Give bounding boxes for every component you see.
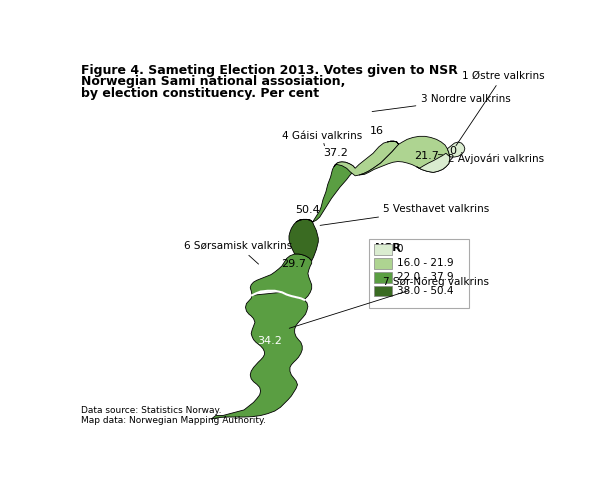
Text: Data source: Statistics Norway.
Map data: Norwegian Mapping Authority.: Data source: Statistics Norway. Map data… <box>81 406 266 425</box>
Text: 34.2: 34.2 <box>257 336 282 346</box>
Text: 6 Sørsamisk valkrins: 6 Sørsamisk valkrins <box>184 241 292 264</box>
Bar <box>374 286 392 296</box>
Text: 3 Nordre valkrins: 3 Nordre valkrins <box>372 94 511 112</box>
Text: 16.0 - 21.9: 16.0 - 21.9 <box>396 258 453 268</box>
Polygon shape <box>289 220 318 261</box>
Text: 2 Ávjovári valkrins: 2 Ávjovári valkrins <box>439 152 544 164</box>
Text: Norwegian Sami national assosiation,: Norwegian Sami national assosiation, <box>81 76 345 88</box>
Polygon shape <box>211 292 308 419</box>
Polygon shape <box>417 142 465 172</box>
Polygon shape <box>359 136 450 175</box>
Text: 16: 16 <box>370 126 384 136</box>
Text: 37.2: 37.2 <box>323 148 348 158</box>
Bar <box>370 239 468 308</box>
Text: 4 Gáisi valkrins: 4 Gáisi valkrins <box>282 131 362 146</box>
Text: 1 Østre valkrins: 1 Østre valkrins <box>456 70 544 146</box>
Bar <box>374 244 392 255</box>
Text: 0: 0 <box>449 145 456 156</box>
Text: 22.0 - 37.9: 22.0 - 37.9 <box>396 272 453 282</box>
Bar <box>374 272 392 283</box>
Text: by election constituency. Per cent: by election constituency. Per cent <box>81 87 319 100</box>
Text: 7 Sør-Noreg valkrins: 7 Sør-Noreg valkrins <box>289 277 489 328</box>
Text: 38.0 - 50.4: 38.0 - 50.4 <box>396 286 453 296</box>
Text: Figure 4. Sameting Election 2013. Votes given to NSR: Figure 4. Sameting Election 2013. Votes … <box>81 64 458 77</box>
Text: 0: 0 <box>396 244 403 254</box>
Text: NSR: NSR <box>375 244 401 253</box>
Text: 5 Vesthavet valkrins: 5 Vesthavet valkrins <box>320 204 489 225</box>
Bar <box>374 258 392 268</box>
Text: 29.7: 29.7 <box>281 260 306 269</box>
Text: 21.7: 21.7 <box>414 151 439 161</box>
Text: 50.4: 50.4 <box>295 204 320 215</box>
Polygon shape <box>250 254 312 300</box>
Polygon shape <box>296 162 355 222</box>
Polygon shape <box>334 141 399 176</box>
